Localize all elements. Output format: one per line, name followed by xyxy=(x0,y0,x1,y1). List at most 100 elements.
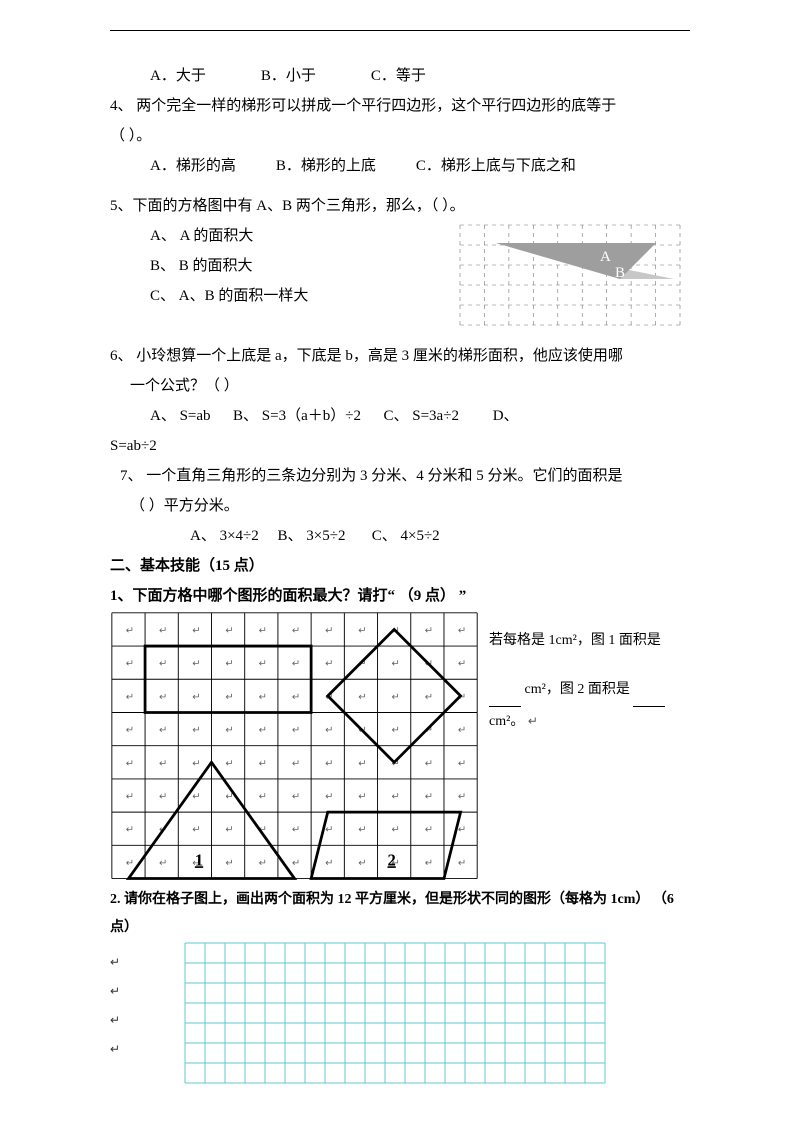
section2-title: 二、基本技能（15 点） xyxy=(110,551,690,581)
svg-text:↵: ↵ xyxy=(259,758,267,769)
svg-text:↵: ↵ xyxy=(159,625,167,636)
return-icon: ↵ xyxy=(528,714,538,728)
svg-text:↵: ↵ xyxy=(425,625,433,636)
svg-text:↵: ↵ xyxy=(259,858,267,869)
svg-text:↵: ↵ xyxy=(192,625,200,636)
svg-text:↵: ↵ xyxy=(358,825,366,836)
q5-figure: AB xyxy=(450,221,690,331)
s2q1-body: ↵ ↵ ↵ ↵ ↵ ↵ ↵ ↵ ↵ ↵ ↵ ↵ ↵ ↵ ↵ ↵ ↵ ↵ ↵ ↵ ↵ ↵ ↵ ↵ ↵ ↵ ↵ ↵ ↵ ↵ ↵ ↵ ↵ ↵ ↵ ↵ ↵ ↵ ↵ ↵… xyxy=(110,611,690,880)
svg-text:↵: ↵ xyxy=(126,858,134,869)
svg-text:↵: ↵ xyxy=(325,825,333,836)
svg-text:↵: ↵ xyxy=(225,692,233,703)
opt-C: C．等于 xyxy=(371,61,426,91)
svg-text:↵: ↵ xyxy=(159,725,167,736)
svg-text:↵: ↵ xyxy=(126,659,134,670)
svg-text:↵: ↵ xyxy=(425,692,433,703)
svg-text:↵: ↵ xyxy=(458,625,466,636)
q6-opt-D-cont: S=ab÷2 xyxy=(110,431,690,461)
s2q2-stem: 2. 请你在格子图上，画出两个面积为 12 平方厘米，但是形状不同的图形（每格为… xyxy=(110,886,690,942)
svg-text:↵: ↵ xyxy=(292,725,300,736)
svg-text:↵: ↵ xyxy=(192,791,200,802)
svg-text:↵: ↵ xyxy=(159,758,167,769)
svg-text:↵: ↵ xyxy=(358,692,366,703)
svg-text:↵: ↵ xyxy=(358,858,366,869)
svg-text:↵: ↵ xyxy=(259,625,267,636)
svg-text:↵: ↵ xyxy=(292,858,300,869)
blank-area2[interactable] xyxy=(633,675,665,707)
svg-text:↵: ↵ xyxy=(192,659,200,670)
svg-text:↵: ↵ xyxy=(259,725,267,736)
q5-opt-B: B、 B 的面积大 xyxy=(110,251,420,281)
svg-text:↵: ↵ xyxy=(392,791,400,802)
svg-text:↵: ↵ xyxy=(325,758,333,769)
svg-text:↵: ↵ xyxy=(392,659,400,670)
svg-text:↵: ↵ xyxy=(259,692,267,703)
q7-opt-C: C、 4×5÷2 xyxy=(372,528,440,544)
svg-text:A: A xyxy=(600,249,611,265)
svg-text:↵: ↵ xyxy=(192,692,200,703)
q5-stem: 5、下面的方格图中有 A、B 两个三角形，那么，（ ）。 xyxy=(110,191,690,221)
exam-page: A．大于 B．小于 C．等于 4、 两个完全一样的梯形可以拼成一个平行四边形，这… xyxy=(0,0,800,1132)
s2q1-side-line1: 若每格是 1cm²，图 1 面积是 xyxy=(489,626,690,657)
svg-text:↵: ↵ xyxy=(225,825,233,836)
q4-opt-C: C．梯形上底与下底之和 xyxy=(416,151,576,181)
q7-options: A、 3×4÷2 B、 3×5÷2 C、 4×5÷2 xyxy=(110,521,690,551)
svg-text:↵: ↵ xyxy=(225,625,233,636)
svg-text:↵: ↵ xyxy=(458,725,466,736)
s2q1-unit2: cm²。 xyxy=(489,714,524,729)
svg-text:↵: ↵ xyxy=(126,758,134,769)
svg-text:↵: ↵ xyxy=(392,725,400,736)
svg-text:↵: ↵ xyxy=(126,692,134,703)
q7-opt-B: B、 3×5÷2 xyxy=(278,528,346,544)
svg-text:2: 2 xyxy=(388,850,396,869)
svg-text:↵: ↵ xyxy=(425,791,433,802)
svg-text:↵: ↵ xyxy=(292,659,300,670)
svg-text:↵: ↵ xyxy=(325,791,333,802)
svg-text:↵: ↵ xyxy=(126,825,134,836)
svg-text:↵: ↵ xyxy=(225,858,233,869)
svg-text:↵: ↵ xyxy=(225,725,233,736)
svg-text:↵: ↵ xyxy=(358,758,366,769)
q5-opt-C: C、 A、B 的面积一样大 xyxy=(110,281,420,311)
blank-area1[interactable] xyxy=(489,675,521,707)
svg-text:↵: ↵ xyxy=(292,692,300,703)
s2q1-stem: 1、下面方格中哪个图形的面积最大？请打“ （9 点） ” xyxy=(110,581,690,611)
svg-text:↵: ↵ xyxy=(159,659,167,670)
s2q1-figure: ↵ ↵ ↵ ↵ ↵ ↵ ↵ ↵ ↵ ↵ ↵ ↵ ↵ ↵ ↵ ↵ ↵ ↵ ↵ ↵ ↵ ↵ ↵ ↵ ↵ ↵ ↵ ↵ ↵ ↵ ↵ ↵ ↵ ↵ ↵ ↵ ↵ ↵ ↵ ↵… xyxy=(110,611,479,880)
svg-text:↵: ↵ xyxy=(192,758,200,769)
top-rule xyxy=(110,30,690,31)
svg-text:↵: ↵ xyxy=(292,791,300,802)
svg-text:↵: ↵ xyxy=(458,825,466,836)
q6-options: A、 S=ab B、 S=3（a＋b）÷2 C、 S=3a÷2 D、 xyxy=(110,401,690,431)
q7-stem-line2: （ ）平方分米。 xyxy=(110,491,690,521)
svg-text:↵: ↵ xyxy=(425,758,433,769)
svg-text:↵: ↵ xyxy=(159,858,167,869)
s2q1-unit1: cm²，图 2 面积是 xyxy=(525,682,630,697)
q6-opt-D: D、 xyxy=(493,408,519,424)
svg-text:1: 1 xyxy=(195,850,203,869)
q4-opt-B: B．梯形的上底 xyxy=(276,151,376,181)
svg-text:↵: ↵ xyxy=(259,791,267,802)
svg-text:↵: ↵ xyxy=(358,625,366,636)
svg-text:↵: ↵ xyxy=(159,692,167,703)
svg-text:↵: ↵ xyxy=(259,659,267,670)
q5-body: A、 A 的面积大 B、 B 的面积大 C、 A、B 的面积一样大 AB xyxy=(110,221,690,331)
q7-stem-line1: 7、 一个直角三角形的三条边分别为 3 分米、4 分米和 5 分米。它们的面积是 xyxy=(110,461,690,491)
s2q1-side: 若每格是 1cm²，图 1 面积是 cm²，图 2 面积是 cm²。 ↵ xyxy=(489,611,690,737)
svg-text:↵: ↵ xyxy=(126,625,134,636)
svg-text:↵: ↵ xyxy=(392,692,400,703)
svg-text:↵: ↵ xyxy=(325,725,333,736)
svg-text:↵: ↵ xyxy=(292,758,300,769)
q5-opt-A: A、 A 的面积大 xyxy=(110,221,420,251)
q7-opt-A: A、 3×4÷2 xyxy=(190,528,259,544)
s2q2-grid[interactable] xyxy=(184,942,606,1084)
opt-A: A．大于 xyxy=(150,61,206,91)
q6-stem-line1: 6、 小玲想算一个上底是 a，下底是 b，高是 3 厘米的梯形面积，他应该使用哪 xyxy=(110,341,690,371)
svg-text:↵: ↵ xyxy=(458,659,466,670)
svg-text:↵: ↵ xyxy=(425,825,433,836)
svg-text:↵: ↵ xyxy=(392,825,400,836)
opt-B: B．小于 xyxy=(261,61,316,91)
svg-text:↵: ↵ xyxy=(192,725,200,736)
svg-text:B: B xyxy=(615,265,625,281)
svg-text:↵: ↵ xyxy=(225,659,233,670)
